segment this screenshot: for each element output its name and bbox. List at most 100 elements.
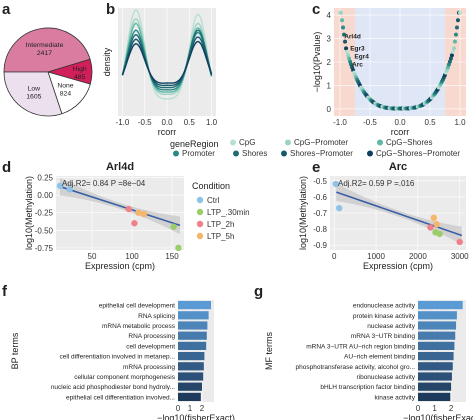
category-label: AU−rich element binding bbox=[344, 354, 415, 361]
pie-value-low: 1605 bbox=[26, 94, 41, 101]
y-tick-label: -0.25 bbox=[35, 209, 54, 218]
density-line-series-7 bbox=[121, 40, 213, 84]
category-label: cell differentiation involved in metanep… bbox=[59, 354, 175, 361]
chart-title-arl4d: Arl4d bbox=[106, 161, 134, 173]
data-point bbox=[451, 46, 456, 51]
data-point bbox=[433, 221, 440, 228]
density-line-series-6 bbox=[121, 36, 213, 87]
y-tick-label: -0.75 bbox=[35, 244, 54, 253]
y-axis-label: MF terms bbox=[264, 332, 274, 370]
y-tick-label: -0.50 bbox=[35, 226, 54, 235]
legend-entry: CpG−Promoter bbox=[294, 138, 348, 147]
data-point bbox=[339, 10, 344, 15]
data-point bbox=[448, 56, 453, 61]
x-tick-label: 1.0 bbox=[454, 118, 466, 127]
y-tick-label: 3 bbox=[327, 35, 332, 44]
category-label: phosphotransferase activity, alcohol gro… bbox=[296, 364, 416, 371]
y-axis-label: BP terms bbox=[10, 332, 20, 369]
bar bbox=[178, 362, 204, 371]
chart-title-arc: Arc bbox=[389, 161, 407, 173]
legend-swatch bbox=[285, 139, 291, 146]
data-point bbox=[343, 39, 348, 44]
x-tick-label: 1 bbox=[432, 404, 437, 413]
bar bbox=[418, 301, 463, 310]
data-point bbox=[345, 49, 350, 54]
bar bbox=[418, 392, 451, 401]
y-tick-label: 0.00 bbox=[37, 191, 53, 200]
gene-label-egr3: Egr3 bbox=[350, 45, 365, 52]
y-axis-label: log10(Methylation) bbox=[24, 176, 34, 250]
scatter-plot-arc bbox=[330, 176, 466, 250]
category-label: endonuclease activity bbox=[353, 303, 416, 310]
x-tick-label: 2 bbox=[200, 404, 205, 413]
category-label: mRNA 3−UTR AU−rich region binding bbox=[306, 343, 415, 350]
x-axis-label: rcorr bbox=[391, 127, 410, 137]
bar bbox=[178, 321, 208, 330]
data-point bbox=[56, 182, 64, 190]
bar bbox=[418, 311, 457, 320]
x-axis-label: rcorr bbox=[158, 127, 177, 137]
data-point bbox=[430, 214, 437, 222]
pie-slice-low bbox=[3, 71, 63, 117]
y-axis-label: density bbox=[102, 47, 112, 76]
x-tick-label: 0.0 bbox=[394, 118, 406, 127]
gene-label-egr4: Egr4 bbox=[354, 53, 369, 60]
legend-entry: CpG−Shores bbox=[386, 138, 432, 147]
panel-label-f: f bbox=[2, 283, 8, 300]
legend-swatch bbox=[196, 220, 204, 228]
y-axis-label: log10(Methylation) bbox=[298, 176, 308, 250]
x-tick-label: 1.0 bbox=[206, 118, 218, 127]
x-axis-label: −log10(fisherExact) bbox=[403, 413, 473, 420]
regression-annotation: Adj.R2= 0.59 P =.016 bbox=[338, 179, 415, 188]
density-line-series-3 bbox=[121, 22, 213, 93]
legend-entry: Promoter bbox=[182, 149, 215, 158]
category-label: cellular component morphogenesis bbox=[74, 374, 176, 381]
data-point bbox=[341, 25, 346, 30]
category-label: mRNA 3−UTR binding bbox=[351, 333, 416, 340]
data-point bbox=[131, 220, 138, 227]
y-tick-label: 0.25 bbox=[37, 173, 53, 182]
x-tick-label: 0 bbox=[332, 252, 337, 261]
y-tick-label: 1 bbox=[327, 81, 332, 90]
bar bbox=[418, 331, 456, 340]
category-label: protein kinase activity bbox=[353, 313, 416, 320]
legend-swatch bbox=[196, 196, 204, 204]
bar bbox=[178, 392, 201, 401]
y-tick-label: -0.7 bbox=[313, 209, 327, 218]
legend-swatch bbox=[281, 150, 287, 157]
regression-annotation: Adj.R2= 0.84 P =8e−04 bbox=[62, 179, 146, 188]
bar bbox=[418, 352, 454, 361]
bar bbox=[418, 362, 453, 371]
category-label: mRNA metabolic process bbox=[102, 323, 176, 330]
x-tick-label: 0 bbox=[416, 404, 421, 413]
panel-label-a: a bbox=[2, 1, 11, 18]
legend-condition: Condition Ctrl LTP_.30min LTP_2h LTP_5h bbox=[192, 181, 250, 241]
category-label: RNA splicing bbox=[138, 313, 175, 320]
bar bbox=[178, 352, 205, 361]
y-tick-label: 2 bbox=[327, 58, 332, 67]
pie-slice-intermediate bbox=[3, 27, 91, 73]
y-tick-label: -0.8 bbox=[313, 225, 327, 234]
x-tick-label: 1 bbox=[188, 404, 193, 413]
x-tick-label: 0.0 bbox=[161, 118, 173, 127]
category-label: bHLH transcription factor binding bbox=[320, 384, 415, 391]
legend-entry: Shores bbox=[242, 149, 267, 158]
panel-label-b: b bbox=[106, 1, 115, 18]
y-tick-label: 4 bbox=[327, 11, 332, 20]
bar bbox=[178, 382, 202, 391]
gene-label-arc: Arc bbox=[352, 62, 363, 69]
legend-title: Condition bbox=[192, 181, 230, 191]
x-axis-label: −log10(fisherExact) bbox=[157, 413, 235, 420]
panel-label-g: g bbox=[254, 283, 263, 300]
x-tick-label: -0.5 bbox=[363, 118, 377, 127]
x-tick-label: 1000 bbox=[367, 252, 385, 261]
category-label: ribonuclease activity bbox=[356, 374, 415, 381]
x-tick-label: 0.5 bbox=[184, 118, 196, 127]
data-point bbox=[140, 210, 148, 218]
legend-swatch bbox=[196, 208, 204, 216]
x-tick-label: -0.5 bbox=[138, 118, 152, 127]
data-point bbox=[170, 223, 177, 230]
legend-title: geneRegion bbox=[170, 139, 219, 149]
